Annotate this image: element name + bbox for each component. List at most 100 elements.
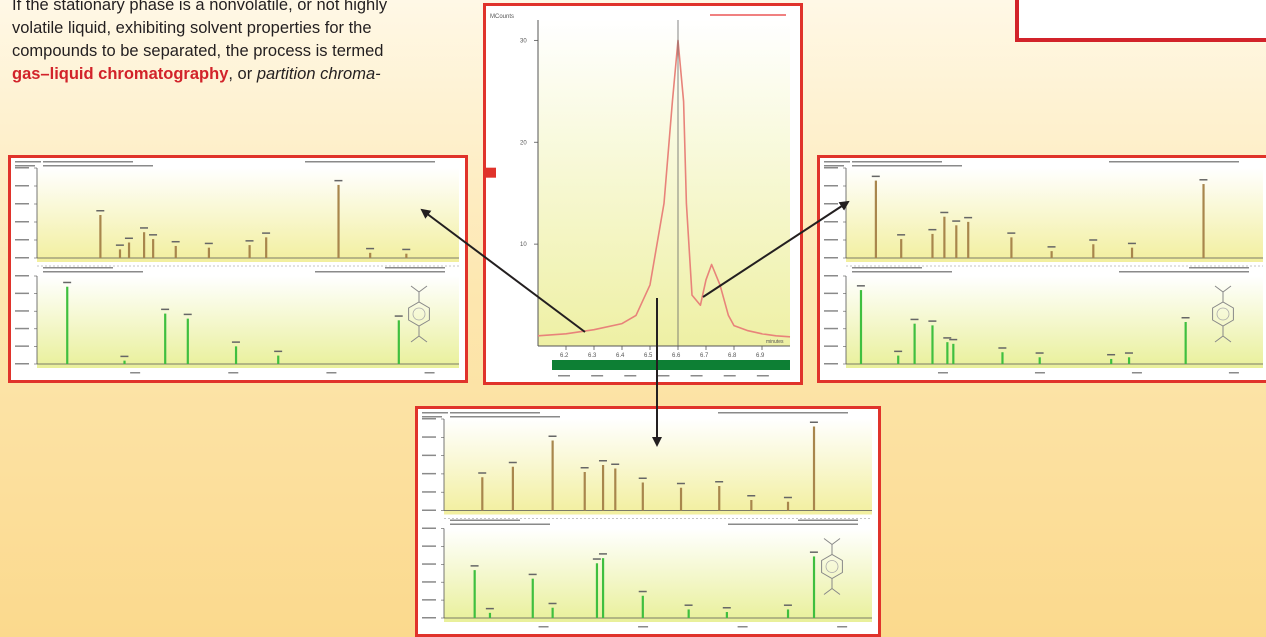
- peak-label-mark: [124, 237, 133, 240]
- peak-bar-top: [405, 253, 408, 258]
- chromatogram-svg: MCounts 10 20 30 6.2 6.3 6.4 6.5 6.6 6.7 6.8 6.9 min…: [486, 14, 791, 377]
- peak-bar-bottom: [234, 346, 238, 364]
- peak-label-mark: [676, 482, 685, 485]
- peak-label-mark: [722, 607, 731, 609]
- peak-bar-bottom: [897, 355, 900, 364]
- peak-bar-bottom: [1127, 357, 1131, 364]
- side-marker: [486, 167, 496, 178]
- peak-label-mark: [508, 461, 517, 464]
- peak-label-mark: [262, 232, 271, 234]
- peak-label-mark: [548, 435, 557, 437]
- peak-label-mark: [998, 347, 1007, 349]
- peak-label-mark: [485, 607, 494, 610]
- peak-bar-top: [718, 486, 721, 511]
- peak-bar-top: [786, 501, 790, 511]
- peak-label-mark: [96, 210, 105, 212]
- peak-bar-top: [955, 225, 958, 258]
- peak-bar-top: [1050, 251, 1053, 258]
- peak-label-mark: [161, 308, 170, 311]
- header-text-mark: [824, 161, 850, 163]
- spectrum-bottom-svg: [418, 409, 878, 628]
- peak-bar-top: [127, 242, 131, 258]
- peak-label-mark: [809, 421, 818, 423]
- x-tick-label: 6.7: [700, 353, 709, 359]
- peak-label-mark: [1124, 352, 1133, 354]
- peak-label-mark: [171, 240, 180, 243]
- peak-label-mark: [943, 337, 952, 339]
- spectrum-panel-right: [817, 155, 1266, 383]
- peak-bar-top: [1010, 237, 1013, 258]
- peak-label-mark: [204, 242, 213, 245]
- header-text-mark: [1119, 271, 1249, 273]
- text-run: partition chroma-: [256, 65, 381, 83]
- peak-bar-top: [812, 426, 816, 511]
- peak-label-mark: [598, 460, 607, 462]
- peak-label-mark: [245, 240, 254, 242]
- x-tick-label: 6.4: [616, 353, 625, 359]
- peak-bar-top: [614, 468, 617, 511]
- peak-label-mark: [894, 350, 903, 353]
- peak-bar-top: [750, 500, 753, 511]
- peak-label-mark: [1089, 239, 1098, 241]
- x-tick-label: 6.9: [756, 353, 765, 359]
- text-run: compounds to be separated, the process i…: [12, 42, 384, 60]
- peak-bar-bottom: [786, 609, 790, 618]
- peak-label-mark: [928, 228, 937, 231]
- peak-bar-top: [207, 247, 211, 258]
- y-tick-label: 30: [520, 38, 527, 44]
- header-text-mark: [315, 271, 445, 273]
- peak-bar-bottom: [531, 578, 534, 618]
- peak-label-mark: [63, 281, 72, 284]
- peak-bar-bottom: [488, 612, 492, 618]
- peak-bar-bottom: [859, 290, 863, 364]
- peak-bar-bottom: [1184, 322, 1187, 364]
- chromatogram-panel: MCounts 10 20 30 6.2 6.3 6.4 6.5 6.6 6.7 6.8 6.9 min…: [483, 3, 803, 385]
- peak-label-mark: [747, 495, 756, 497]
- peak-bar-bottom: [812, 556, 816, 618]
- peak-label-mark: [638, 477, 647, 479]
- peak-label-mark: [149, 234, 158, 236]
- peak-label-mark: [592, 558, 601, 560]
- peak-label-mark: [548, 602, 557, 605]
- peak-label-mark: [528, 573, 537, 576]
- peak-label-mark: [783, 496, 792, 499]
- peak-bar-bottom: [1110, 358, 1113, 364]
- peak-bar-top: [583, 472, 586, 511]
- peak-bar-top: [679, 487, 683, 511]
- peak-bar-top: [143, 232, 146, 258]
- peak-bar-top: [265, 237, 268, 258]
- header-text-mark: [728, 523, 858, 525]
- header-text-mark: [385, 267, 445, 269]
- text-line: If the stationary phase is a nonvolatile…: [12, 0, 482, 17]
- spectrum-panel-bottom: [415, 406, 881, 637]
- header-text-mark: [450, 519, 520, 521]
- peak-bar-top: [369, 252, 372, 258]
- text-run: If the stationary phase is a nonvolatile…: [12, 0, 388, 14]
- peak-bar-top: [174, 245, 177, 258]
- peak-bar-bottom: [397, 320, 400, 364]
- header-text-mark: [43, 267, 113, 269]
- header-text-mark: [43, 165, 153, 167]
- peak-label-mark: [1181, 317, 1190, 319]
- spectrum-panel-left: [8, 155, 468, 383]
- peak-bar-top: [481, 477, 484, 511]
- peak-label-mark: [871, 175, 880, 178]
- legend-mark: [710, 14, 786, 16]
- header-text-mark: [1109, 161, 1239, 163]
- x-tick-label: 6.5: [644, 353, 653, 359]
- peak-label-mark: [580, 467, 589, 469]
- sidebar-box: [1015, 0, 1266, 42]
- peak-label-mark: [470, 565, 479, 567]
- peak-label-mark: [183, 313, 192, 316]
- peak-label-mark: [478, 472, 487, 474]
- peak-bar-bottom: [946, 342, 949, 364]
- y-tick-label: 20: [520, 140, 527, 146]
- peak-label-mark: [115, 244, 124, 246]
- text-run: volatile liquid, exhibiting solvent prop…: [12, 19, 372, 37]
- peak-bar-bottom: [687, 609, 690, 618]
- peak-bar-top: [943, 216, 946, 258]
- x-axis-label: minutes: [766, 339, 784, 345]
- peak-bar-bottom: [952, 343, 955, 364]
- peak-bar-top: [967, 221, 970, 258]
- peak-label-mark: [394, 315, 403, 317]
